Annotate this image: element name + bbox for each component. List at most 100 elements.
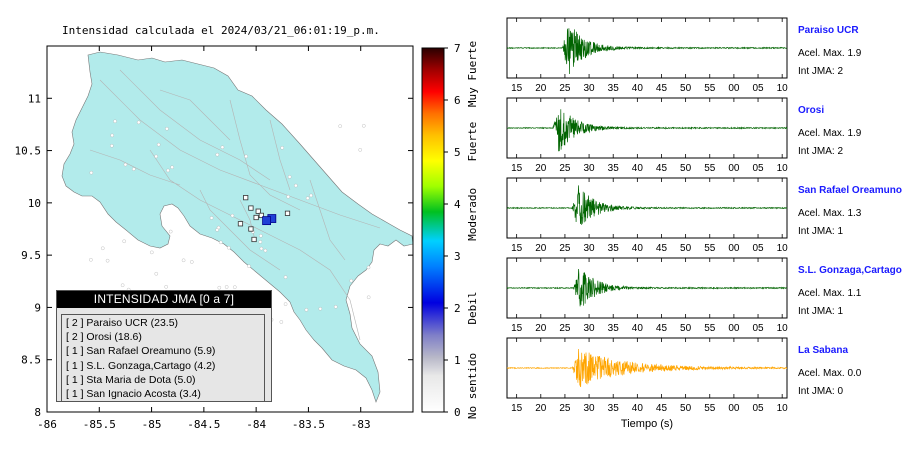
- station-dot: [259, 246, 264, 251]
- station-dot: [168, 229, 173, 234]
- time-tick-label: 40: [632, 163, 644, 174]
- station-dot: [338, 124, 342, 128]
- intensity-legend: INTENSIDAD JMA [0 a 7] [ 2 ] Paraiso UCR…: [56, 290, 272, 403]
- colorbar-category-label: Moderado: [466, 188, 479, 241]
- station-dot: [154, 154, 158, 159]
- time-tick-label: 30: [584, 323, 596, 334]
- time-tick-label: 50: [680, 403, 692, 414]
- intensity-point: [262, 216, 272, 226]
- map-roads: [89, 69, 381, 341]
- station-dot: [247, 264, 251, 268]
- time-tick-label: 20: [535, 403, 547, 414]
- station-acel-max: Acel. Max. 1.1: [798, 288, 862, 299]
- station-marker: [248, 226, 254, 232]
- time-tick-label: 20: [535, 323, 547, 334]
- station-dot: [110, 133, 114, 138]
- time-tick-label: 35: [608, 323, 620, 334]
- station-dot: [362, 124, 366, 128]
- time-tick-label: 50: [680, 323, 692, 334]
- colorbar-category-label: Fuerte: [466, 122, 479, 162]
- station-dot: [209, 216, 214, 220]
- station-int-jma: Int JMA: 2: [798, 66, 843, 77]
- station-dot: [366, 265, 371, 270]
- station-dot: [366, 295, 371, 300]
- seismogram-trace: [506, 268, 788, 307]
- station-dot: [215, 228, 219, 232]
- station-dot: [283, 275, 288, 279]
- time-tick-label: 00: [728, 163, 740, 174]
- station-dot: [283, 302, 288, 306]
- time-tick-label: 15: [511, 243, 523, 254]
- station-marker: [248, 205, 254, 211]
- time-tick-label: 45: [656, 83, 668, 94]
- station-dot: [358, 148, 362, 152]
- time-tick-label: 15: [511, 163, 523, 174]
- time-tick-label: 20: [535, 163, 547, 174]
- station-dot: [113, 119, 117, 124]
- time-tick-label: 00: [728, 323, 740, 334]
- time-tick-label: 40: [632, 403, 644, 414]
- x-tick-label: -83.5: [292, 418, 325, 431]
- time-tick-label: 00: [728, 243, 740, 254]
- time-tick-label: 40: [632, 243, 644, 254]
- time-tick-label: 50: [680, 163, 692, 174]
- station-dot: [110, 144, 114, 148]
- y-tick-label: 11: [28, 92, 41, 105]
- time-tick-label: 30: [584, 163, 596, 174]
- x-tick-label: -85.5: [83, 418, 116, 431]
- y-tick-label: 9: [34, 301, 41, 314]
- station-dot: [136, 120, 141, 125]
- station-int-jma: Int JMA: 1: [798, 306, 843, 317]
- station-dot: [259, 234, 263, 238]
- station-marker: [258, 212, 264, 219]
- seismogram-trace: [507, 109, 788, 152]
- time-tick-label: 25: [559, 243, 571, 254]
- station-acel-max: Acel. Max. 1.9: [798, 48, 862, 59]
- time-tick-label: 15: [511, 403, 523, 414]
- time-tick-label: 05: [752, 83, 764, 94]
- station-dot: [309, 193, 313, 198]
- y-tick-label: 8: [34, 406, 41, 419]
- station-int-jma: Int JMA: 2: [798, 146, 843, 157]
- station-dot: [190, 260, 194, 264]
- station-dot: [150, 250, 154, 255]
- y-tick-label: 10.5: [15, 145, 42, 158]
- time-tick-label: 05: [752, 243, 764, 254]
- station-int-jma: Int JMA: 1: [798, 226, 843, 237]
- time-tick-label: 20: [535, 243, 547, 254]
- time-tick-label: 45: [656, 243, 668, 254]
- station-dot: [230, 213, 235, 218]
- y-tick-label: 8.5: [21, 354, 41, 367]
- time-tick-label: 05: [752, 323, 764, 334]
- time-tick-label: 30: [584, 243, 596, 254]
- map-axis-ticks: -86 -85.5 -85 -84.5 -84 -83.5 -83 8 8.5 9 9.5 10 10.…: [15, 46, 413, 431]
- map-station-markers: [237, 195, 291, 243]
- time-tick-label: 25: [559, 163, 571, 174]
- station-dot: [263, 248, 268, 253]
- station-acel-max: Acel. Max. 1.3: [798, 208, 862, 219]
- time-tick-label: 00: [728, 403, 740, 414]
- station-dot: [349, 278, 354, 283]
- station-dot: [181, 258, 186, 263]
- station-dot: [154, 272, 159, 276]
- time-tick-label: 35: [608, 243, 620, 254]
- colorbar-labels: No sentido Debil Moderado Fuerte Muy Fuerte: [466, 41, 479, 419]
- legend-list: [ 2 ] Paraiso UCR (23.5) [ 2 ] Orosi (18…: [61, 314, 265, 403]
- time-tick-label: 45: [656, 323, 668, 334]
- station-dot: [318, 307, 323, 311]
- x-tick-label: -84: [246, 418, 266, 431]
- station-dot: [170, 165, 174, 169]
- time-tick-label: 10: [777, 163, 789, 174]
- station-marker: [255, 208, 261, 214]
- station-acel-max: Acel. Max. 1.9: [798, 128, 862, 139]
- station-dot: [123, 162, 128, 167]
- station-marker: [253, 214, 259, 221]
- seismogram-panel: 15 20 25 30 35 40 45 50 55 00 05 10 Paraiso UCR Acel.…: [506, 17, 862, 94]
- time-tick-label: 55: [704, 403, 716, 414]
- x-tick-label: -84.5: [187, 418, 220, 431]
- chart-title: Intensidad calculada el 2024/03/21_06:01…: [62, 24, 380, 37]
- time-tick-label: 30: [584, 83, 596, 94]
- map-frame: [46, 45, 414, 413]
- station-marker: [251, 236, 257, 243]
- station-dot: [105, 258, 110, 263]
